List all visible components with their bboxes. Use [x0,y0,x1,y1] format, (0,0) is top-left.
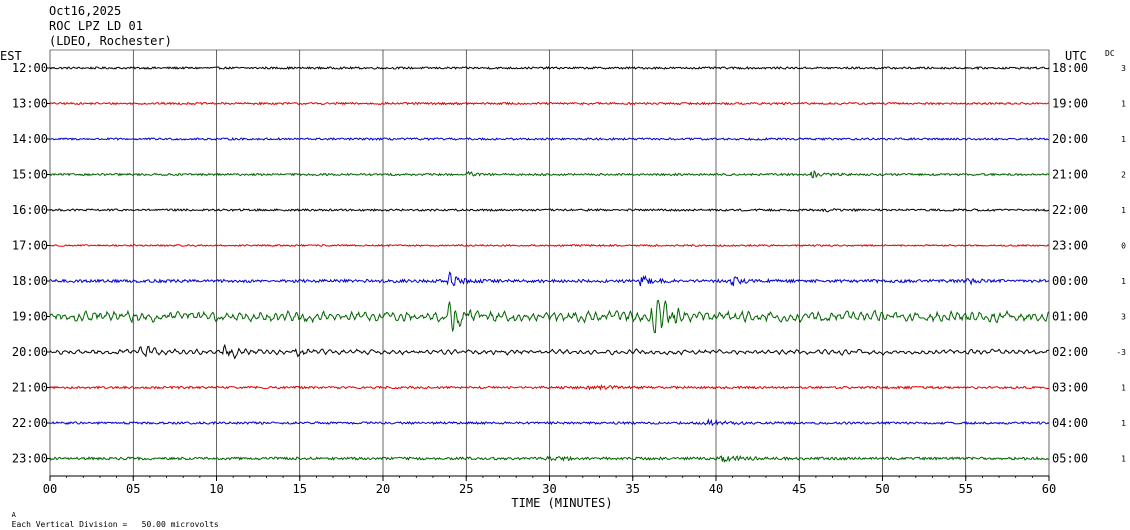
est-hour-label: 16:00 [12,203,48,217]
dc-offset-label: 1 [1121,135,1126,144]
dc-offset-label: 2 [1121,171,1126,180]
utc-hour-label: 22:00 [1052,203,1088,217]
x-tick-label: 05 [126,482,140,496]
dc-column-header: DC [1105,49,1115,58]
chart-location: (LDEO, Rochester) [49,34,172,48]
seismic-trace [49,299,1050,333]
est-hour-label: 14:00 [12,132,48,146]
est-hour-label: 17:00 [12,239,48,253]
x-tick-label: 55 [959,482,973,496]
dc-offset-label: 3 [1121,313,1126,322]
chart-date: Oct16,2025 [49,4,122,18]
seismic-trace [49,271,1050,287]
est-hour-label: 22:00 [12,416,48,430]
dc-offset-label: 0 [1121,242,1126,251]
est-hour-label: 15:00 [12,168,48,182]
est-hour-label: 20:00 [12,345,48,359]
utc-hour-label: 21:00 [1052,168,1088,182]
utc-hour-label: 19:00 [1052,97,1088,111]
x-tick-label: 40 [709,482,723,496]
chart-station: ROC LPZ LD 01 [49,19,143,33]
seismic-trace [49,417,1050,427]
utc-hour-label: 18:00 [1052,61,1088,75]
seismic-trace [49,66,1050,71]
x-tick-label: 60 [1042,482,1056,496]
x-tick-label: 50 [875,482,889,496]
est-hour-label: 12:00 [12,61,48,75]
utc-hour-label: 04:00 [1052,416,1088,430]
seismic-trace [49,455,1050,464]
utc-hour-label: 00:00 [1052,274,1088,288]
utc-hour-label: 23:00 [1052,239,1088,253]
footer-glyph: A [11,511,16,519]
footer-note-text: Each Vertical Division = 50.00 microvolt… [11,520,219,529]
x-axis-title: TIME (MINUTES) [511,496,612,510]
right-timezone-label: UTC [1065,49,1087,63]
x-tick-label: 45 [792,482,806,496]
seismic-trace [49,101,1050,106]
seismic-trace [49,384,1050,391]
utc-hour-label: 20:00 [1052,132,1088,146]
dc-offset-label: 1 [1121,100,1126,109]
left-timezone-label: EST [0,49,22,63]
grid-layer [49,49,1050,476]
seismic-trace [49,243,1050,248]
utc-hour-label: 02:00 [1052,345,1088,359]
trace-layer [49,66,1050,464]
x-tick-label: 30 [542,482,556,496]
seismic-trace [50,136,1050,141]
seismic-trace [49,169,1050,179]
x-tick-label: 00 [43,482,57,496]
dc-offset-label: 1 [1121,206,1126,215]
dc-offset-label: 1 [1121,419,1126,428]
dc-offset-label: -3 [1116,348,1126,357]
seismic-trace [49,207,1050,213]
dc-offset-label: 1 [1121,384,1126,393]
utc-hour-label: 05:00 [1052,452,1088,466]
est-hour-label: 18:00 [12,274,48,288]
utc-hour-label: 01:00 [1052,310,1088,324]
seismic-trace [49,343,1050,360]
est-hour-label: 21:00 [12,381,48,395]
x-tick-label: 25 [459,482,473,496]
x-tick-label: 20 [376,482,390,496]
est-hour-label: 13:00 [12,97,48,111]
est-hour-label: 19:00 [12,310,48,324]
x-tick-label: 10 [209,482,223,496]
dc-offset-label: 1 [1121,277,1126,286]
utc-hour-label: 03:00 [1052,381,1088,395]
vertical-division-note: A Each Vertical Division = 50.00 microvo… [2,500,219,530]
dc-offset-label: 1 [1121,455,1126,464]
x-tick-label: 15 [293,482,307,496]
x-tick-label: 35 [626,482,640,496]
dc-offset-label: 3 [1121,64,1126,73]
est-hour-label: 23:00 [12,452,48,466]
